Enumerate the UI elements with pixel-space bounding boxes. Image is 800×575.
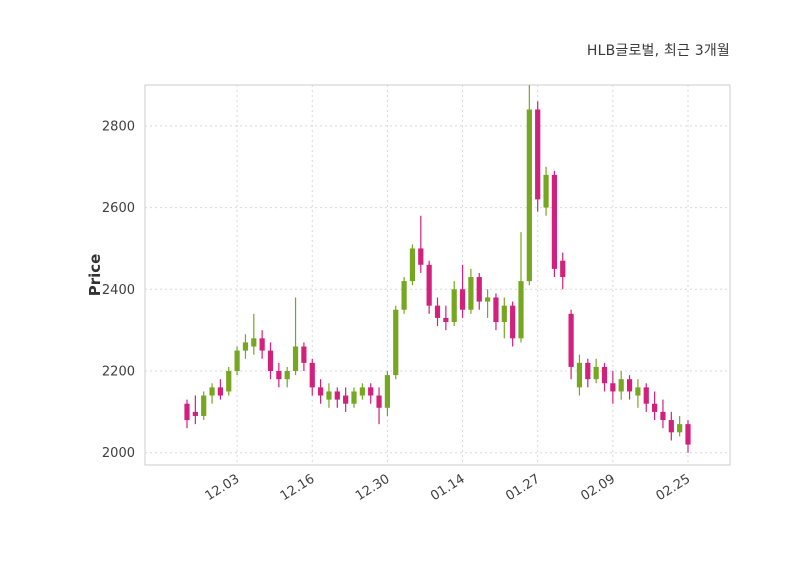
candle-body [543,174,549,208]
candle-body [610,383,616,392]
candle-body [618,379,624,392]
candle-body [292,346,299,372]
candle-body [192,411,198,416]
y-tick-label: 2000 [102,446,135,461]
candle-body [301,346,307,363]
candle-body [276,371,282,380]
chart-title: HLB글로벌, 최근 3개월 [586,43,730,59]
candle-body [443,317,449,322]
candle-body [501,305,507,322]
candle-body [376,395,382,408]
candle-body [568,313,574,367]
candle-body [234,350,240,372]
candle-body [510,305,516,339]
candle-body [343,395,349,404]
candle-body [459,289,466,310]
candle-body [685,424,691,445]
candle-body [626,379,633,392]
candle-body [601,366,608,384]
candle-body [326,391,332,400]
candle-body [242,342,249,351]
candle-body [526,109,532,282]
candle-body [518,281,524,339]
candle-body [284,371,290,380]
candle-body [409,248,416,282]
candle-body [393,309,399,376]
x-tick-label: 01.14 [428,472,468,504]
candle-body [209,387,215,396]
candle-body [351,391,357,404]
candle-body [401,281,407,310]
candle-body [226,371,232,392]
candle-body [259,338,265,351]
x-tick-label: 12.16 [278,472,318,504]
candle-body [668,420,674,433]
x-tick-label: 02.09 [578,472,618,504]
x-tick-label: 12.30 [353,472,393,504]
candle-body [660,411,666,421]
candle-body [334,391,340,400]
candle-body [677,424,683,433]
candle-body [493,297,499,322]
candle-body [560,260,566,278]
candle-body [418,248,424,265]
candle-body [359,387,365,396]
candle-body [217,387,223,396]
x-tick-label: 01.27 [503,472,543,504]
candle-body [635,387,641,396]
candle-body [318,387,324,396]
candle-body [201,395,207,416]
candle-body [585,362,591,380]
candle-body [309,362,315,388]
candle-body [535,109,541,200]
x-tick-label: 12.03 [203,472,243,504]
y-tick-label: 2200 [102,365,135,380]
candle-body [576,362,583,388]
candle-body [434,305,441,318]
candle-body [384,375,390,408]
y-axis-label: Price [86,253,104,297]
candle-body [593,366,599,380]
candle-body [368,387,374,396]
candle-body [184,403,190,421]
candle-body [468,277,474,310]
candle-body [251,338,257,347]
candle-body [485,297,491,302]
candle-body [551,174,557,269]
candle-body [652,403,658,412]
plot-area [144,84,731,466]
y-tick-label: 2600 [102,201,135,216]
candle-body [451,289,457,322]
candle-body [476,277,482,302]
candle-body [267,350,274,372]
y-tick-label: 2800 [102,119,135,134]
y-tick-label: 2400 [102,283,135,298]
candle-body [426,264,432,306]
x-tick-label: 02.25 [654,472,694,504]
candle-body [643,387,649,404]
